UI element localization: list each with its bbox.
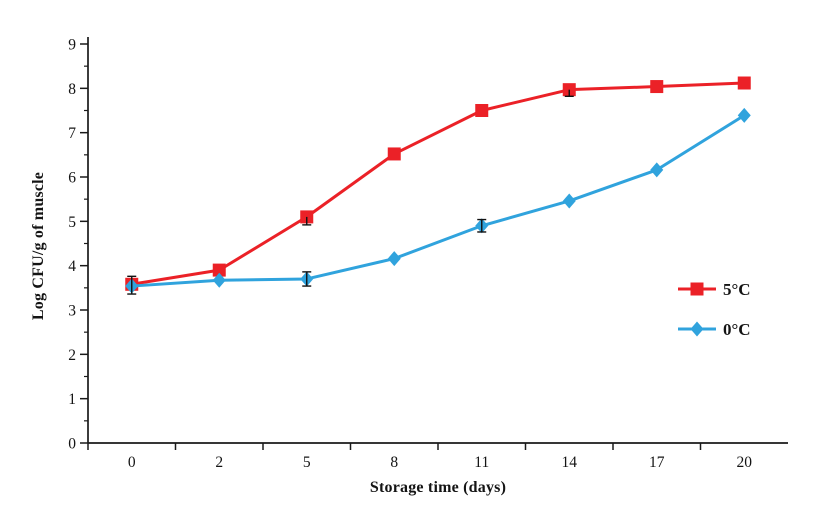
marker-square <box>737 76 751 90</box>
legend-marker-diamond <box>690 321 704 337</box>
y-tick-label: 6 <box>68 170 76 187</box>
series-5c <box>125 76 751 291</box>
series-line <box>130 113 746 288</box>
y-tick-label: 4 <box>68 258 76 275</box>
marker-diamond <box>387 251 401 267</box>
error-bar <box>127 275 137 295</box>
y-tick-label: 7 <box>68 125 76 142</box>
series-line <box>130 81 746 286</box>
legend-item-5c: 5°C <box>678 280 751 299</box>
marker-diamond <box>212 272 226 288</box>
marker-square <box>212 263 226 277</box>
marker-diamond <box>737 107 751 123</box>
legend-label: 5°C <box>723 280 751 299</box>
y-tick-label: 5 <box>68 214 76 231</box>
legend-marker-square <box>690 282 704 296</box>
x-tick-label: 20 <box>737 454 753 471</box>
axes: 0 1 2 3 4 5 6 7 8 9 0 2 5 8 11 14 17 20 <box>68 37 788 471</box>
series-0c <box>125 107 751 294</box>
x-axis-title: Storage time (days) <box>369 479 507 496</box>
marker-diamond <box>650 162 664 178</box>
marker-square <box>475 104 489 117</box>
y-tick-label: 3 <box>68 303 76 320</box>
x-tick-label: 17 <box>649 454 665 471</box>
y-tick-label: 2 <box>68 347 76 364</box>
y-axis-title: Log CFU/g of muscle <box>30 171 47 321</box>
legend-item-0c: 0°C <box>678 320 751 339</box>
error-bar <box>564 89 574 98</box>
x-tick-label: 11 <box>474 454 489 471</box>
marker-diamond <box>562 193 576 209</box>
x-tick-label: 0 <box>128 454 136 471</box>
x-tick-label: 8 <box>390 454 398 471</box>
error-bar <box>302 216 312 226</box>
x-tick-label: 2 <box>215 454 223 471</box>
y-tick-label: 9 <box>68 37 76 54</box>
error-bar <box>477 218 487 233</box>
error-bars <box>127 89 574 295</box>
y-tick-label: 8 <box>68 81 76 98</box>
x-tick-label: 5 <box>303 454 311 471</box>
legend: 5°C 0°C <box>678 280 751 339</box>
x-tick-label: 14 <box>562 454 578 471</box>
y-tick-label: 1 <box>68 391 76 408</box>
error-bar <box>302 271 312 287</box>
series <box>125 76 751 294</box>
marker-square <box>387 147 401 161</box>
marker-square <box>650 80 664 94</box>
y-tick-label: 0 <box>68 436 76 453</box>
legend-label: 0°C <box>723 320 751 339</box>
